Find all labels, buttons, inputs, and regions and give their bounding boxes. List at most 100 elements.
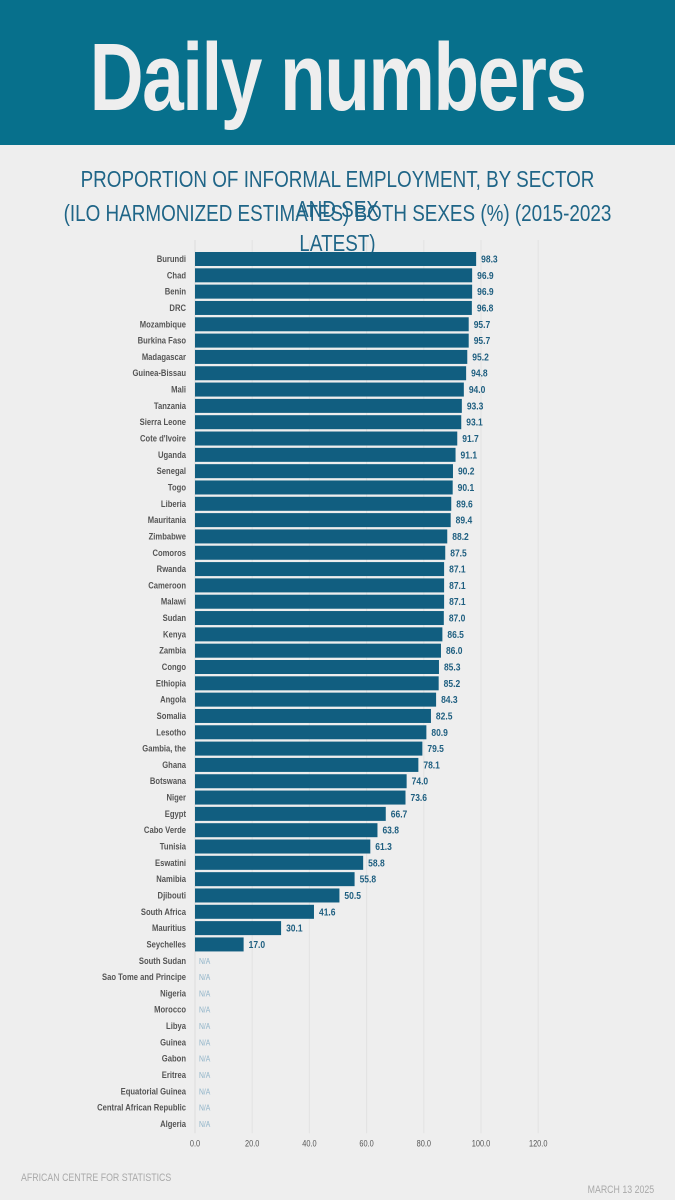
category-label: Algeria [160, 1118, 186, 1129]
data-label: 87.1 [449, 564, 466, 575]
category-label: Ghana [162, 759, 186, 770]
category-label: Eswatini [155, 857, 186, 868]
data-label: 93.1 [466, 417, 483, 428]
banner-title: Daily numbers [89, 24, 587, 131]
bar [195, 790, 406, 805]
category-label: Togo [168, 482, 186, 493]
data-label: 89.6 [456, 499, 473, 510]
data-label: 61.3 [375, 841, 392, 852]
bar [195, 741, 423, 756]
bar [195, 594, 445, 609]
category-label: Libya [166, 1020, 186, 1031]
data-label: 86.0 [446, 646, 463, 657]
category-label: Mauritius [152, 922, 186, 933]
data-label: 93.3 [467, 401, 484, 412]
category-label: Rwanda [157, 563, 187, 574]
category-label: Botswana [150, 776, 186, 787]
data-label: 96.9 [477, 287, 494, 298]
data-label: 89.4 [456, 515, 473, 526]
category-label: Guinea [160, 1037, 186, 1048]
data-label: 94.0 [469, 384, 486, 395]
category-label: Zimbabwe [149, 531, 187, 542]
data-label: 95.7 [474, 335, 491, 346]
na-label: N/A [199, 989, 210, 999]
x-tick-label: 20.0 [245, 1139, 260, 1149]
x-tick-label: 40.0 [302, 1139, 317, 1149]
category-label: Tunisia [160, 841, 187, 852]
data-label: 58.8 [368, 858, 385, 869]
bar [195, 415, 462, 430]
category-label: Nigeria [160, 988, 186, 999]
bar [195, 611, 444, 626]
x-tick-label: 80.0 [417, 1139, 432, 1149]
category-label: Niger [166, 792, 186, 803]
data-label: 79.5 [427, 743, 444, 754]
chart-subtitle-line1: PROPORTION OF INFORMAL EMPLOYMENT, BY SE… [80, 166, 595, 222]
data-label: 94.8 [471, 368, 488, 379]
category-label: Congo [162, 661, 186, 672]
category-label: Sudan [163, 612, 186, 623]
category-label: Uganda [158, 449, 186, 460]
category-label: Liberia [161, 498, 186, 509]
bar [195, 937, 244, 952]
data-label: 86.5 [447, 629, 464, 640]
bar [195, 708, 431, 723]
bar [195, 366, 467, 381]
bar [195, 333, 469, 348]
category-label: Morocco [154, 1004, 186, 1015]
bar [195, 447, 456, 462]
data-label: 84.3 [441, 695, 458, 706]
category-label: Djibouti [158, 890, 186, 901]
bar [195, 252, 477, 266]
category-label: Benin [165, 286, 186, 297]
category-label: Ethiopia [156, 678, 186, 689]
bar [195, 268, 473, 283]
bar [195, 480, 453, 495]
bar [195, 643, 441, 658]
bar [195, 300, 472, 315]
footer-date: MARCH 13 2025 [587, 1184, 654, 1196]
category-label: South Africa [141, 906, 186, 917]
category-label: Mozambique [140, 319, 187, 330]
data-label: 55.8 [360, 874, 377, 885]
category-label: Mauritania [148, 514, 187, 525]
data-label: 85.3 [444, 662, 461, 673]
bar [195, 888, 340, 903]
category-label: DRC [169, 302, 186, 313]
na-label: N/A [199, 956, 210, 966]
na-label: N/A [199, 1087, 210, 1097]
bar [195, 839, 371, 854]
bar [195, 725, 427, 740]
bar [195, 545, 446, 560]
data-label: 66.7 [391, 809, 408, 820]
data-label: 85.2 [444, 678, 461, 689]
data-label: 96.9 [477, 270, 494, 281]
data-label: 41.6 [319, 907, 336, 918]
data-label: 95.2 [472, 352, 489, 363]
category-label: Equatorial Guinea [121, 1086, 187, 1097]
category-label: Lesotho [156, 727, 186, 738]
na-label: N/A [199, 973, 210, 983]
category-label: Seychelles [146, 939, 186, 950]
bar [195, 398, 462, 413]
bar [195, 382, 464, 397]
category-label: Cameroon [148, 580, 186, 591]
category-label: Mali [171, 384, 186, 395]
x-tick-label: 120.0 [529, 1139, 548, 1149]
bar [195, 757, 419, 772]
bar [195, 578, 445, 593]
category-label: Madagascar [142, 351, 187, 362]
category-label: Comoros [152, 547, 186, 558]
bar [195, 431, 458, 446]
category-label: Somalia [157, 710, 187, 721]
na-label: N/A [199, 1021, 210, 1031]
data-label: 90.1 [458, 482, 475, 493]
data-label: 78.1 [423, 760, 440, 771]
category-label: Gabon [162, 1053, 186, 1064]
bar [195, 562, 445, 577]
category-label: Cote d'Ivoire [140, 433, 186, 444]
data-label: 17.0 [249, 939, 266, 950]
data-label: 90.2 [458, 466, 475, 477]
x-tick-label: 100.0 [472, 1139, 491, 1149]
bar [195, 676, 439, 691]
